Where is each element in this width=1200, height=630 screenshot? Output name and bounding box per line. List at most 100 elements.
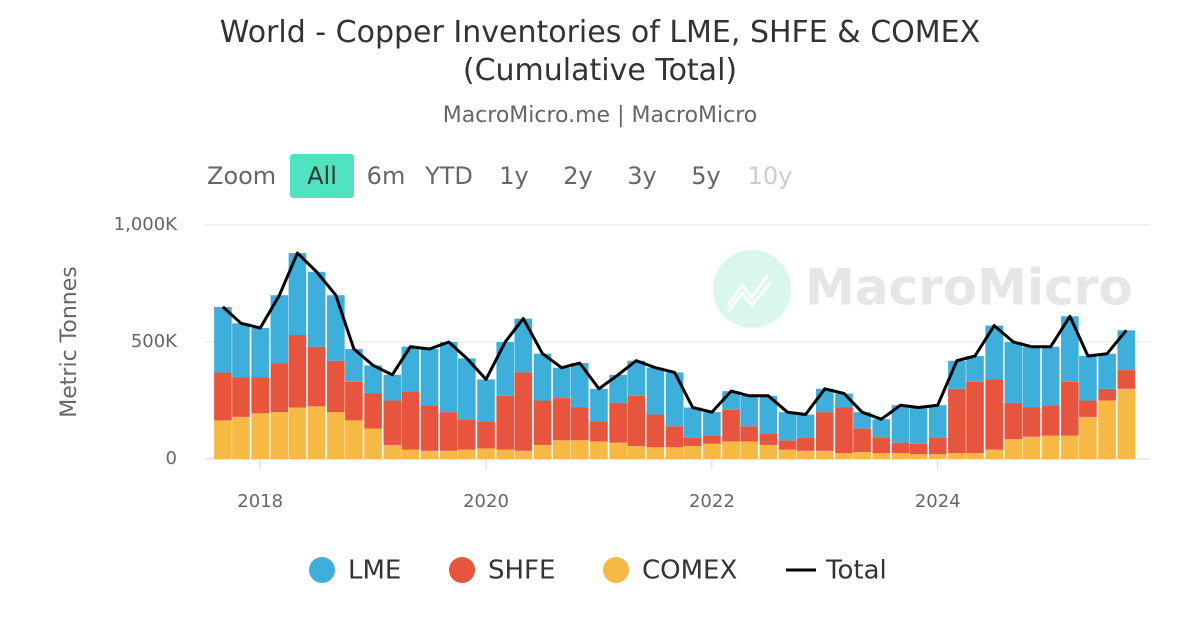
stack-segment [364,428,382,459]
stack-segment [307,406,326,459]
stack-segment [815,388,834,413]
stack-segment [665,426,684,448]
stack-segment [383,400,402,445]
legend-item[interactable]: Total [786,556,887,586]
zoom-button: 10y [748,162,793,190]
stack-segment [533,353,552,401]
stack-segment [928,454,947,459]
stack-segment [985,325,1004,380]
stack-segment [345,381,363,421]
y-tick-label: 500K [131,331,178,352]
legend-label: SHFE [488,556,555,586]
stack-segment [214,420,232,459]
zoom-button[interactable]: 3y [627,162,656,190]
stack-segment [796,414,815,438]
stack-segment [853,451,871,459]
stack-segment [815,412,834,451]
chart-subtitle: MacroMicro.me | MacroMicro [443,103,758,128]
watermark-icon-line [726,274,772,313]
zoom-button[interactable]: 6m [367,162,406,190]
stack-segment [232,416,250,459]
stack-segment [646,367,665,415]
stack-segment [514,318,533,373]
stack-segment [740,441,758,459]
stack-segment [1079,400,1097,417]
stack-segment [214,306,232,373]
zoom-button[interactable]: 1y [499,162,528,190]
stack-segment [891,453,910,459]
stack-segment [327,412,345,459]
stack-segment [458,419,476,450]
stack-segment [401,391,420,450]
stack-segment [420,349,439,406]
stack-segment [627,446,646,459]
stack-segment [835,407,853,454]
stack-segment [703,435,721,444]
x-tick-label: 2024 [915,491,961,512]
watermark-icon [713,250,791,328]
stack-segment [1022,436,1041,459]
stack-segment [270,295,289,364]
stack-segment [815,450,834,459]
stack-segment [966,356,984,382]
legend-item[interactable]: COMEX [603,556,737,586]
stack-segment [1098,353,1116,389]
stack-segment [401,346,420,392]
stack-segment [796,450,815,459]
stack-segment [514,372,533,451]
zoom-button[interactable]: All [307,162,337,190]
stack-segment [909,454,928,459]
legend-symbol [603,557,629,583]
stack-segment [232,377,250,417]
x-tick-label: 2022 [689,491,735,512]
stack-segment [420,405,439,451]
stack-segment [985,449,1004,459]
stack-segment [1117,330,1136,371]
stack-segment [327,295,345,361]
stack-segment [909,443,928,455]
stack-segment [1022,407,1041,437]
legend-label: Total [825,556,887,586]
stack-segment [270,412,289,459]
stack-segment [552,398,571,441]
stack-segment [477,421,495,449]
stack-segment [646,414,665,448]
stack-segment [232,323,250,378]
stack-segment [401,449,420,459]
chart-title: World - Copper Inventories of LME, SHFE … [219,15,981,88]
zoom-button[interactable]: 5y [691,162,720,190]
stack-segment [722,441,740,459]
stack-segment [214,372,232,421]
zoom-button[interactable]: YTD [424,162,473,190]
stack-segment [1098,388,1116,401]
stack-segment [703,443,721,459]
stack-segment [1041,435,1060,459]
stack-segment [477,379,495,422]
stack-segment [722,409,740,442]
stack-segment [853,428,871,452]
legend-item[interactable]: LME [309,556,401,586]
stack-segment [570,407,589,441]
zoom-button[interactable]: 2y [563,162,592,190]
stack-segment [683,407,702,438]
stack-segment [796,437,815,451]
stack-segment [1061,316,1079,382]
stack-segment [458,358,476,420]
stack-segment [533,444,552,459]
stack-segment [627,360,646,396]
total-line [221,251,1128,421]
stack-segment [1098,400,1116,459]
x-tick-label: 2020 [463,491,509,512]
stack-segment [1004,402,1023,440]
stack-segment [364,393,382,429]
stack-segment [307,271,326,347]
stack-segment [778,449,797,459]
stack-segment [1041,346,1060,406]
stack-segment [383,374,402,401]
legend-item[interactable]: SHFE [449,556,555,586]
zoom-button-bg [290,154,354,198]
stack-segment [552,367,571,399]
stack-segment [1004,439,1023,459]
stack-segment [683,446,702,459]
